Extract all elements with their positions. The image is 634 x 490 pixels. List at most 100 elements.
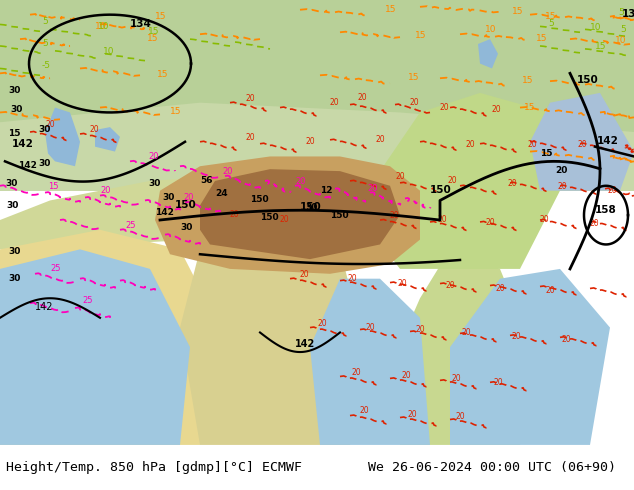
Polygon shape	[0, 0, 634, 132]
Text: 5: 5	[42, 39, 48, 48]
Text: 15: 15	[524, 102, 536, 112]
Text: 30: 30	[6, 201, 18, 210]
Text: 20: 20	[562, 335, 572, 344]
Text: 15: 15	[408, 73, 420, 82]
Text: 20: 20	[222, 167, 233, 176]
Text: 20: 20	[415, 325, 425, 335]
Text: 158: 158	[595, 205, 617, 215]
Text: 5: 5	[548, 20, 553, 28]
Text: 25: 25	[50, 264, 60, 273]
Text: 20: 20	[555, 166, 567, 175]
Text: 20: 20	[360, 406, 370, 415]
Polygon shape	[390, 249, 540, 445]
Polygon shape	[370, 93, 560, 269]
Text: 15: 15	[170, 107, 181, 117]
Text: 20: 20	[183, 194, 193, 202]
Text: 20: 20	[230, 210, 240, 219]
Text: 10: 10	[95, 23, 107, 31]
Text: 20: 20	[398, 278, 408, 288]
Text: 30: 30	[180, 223, 192, 232]
Text: 20: 20	[245, 133, 255, 142]
Text: 20: 20	[492, 105, 501, 115]
Text: 10: 10	[615, 36, 626, 45]
Text: 142: 142	[155, 208, 174, 217]
Polygon shape	[45, 108, 80, 166]
Text: 5: 5	[620, 25, 626, 34]
Text: -5: -5	[42, 61, 51, 71]
Text: 15: 15	[148, 27, 160, 36]
Text: 20: 20	[577, 140, 586, 148]
Text: 20: 20	[358, 93, 368, 102]
Polygon shape	[0, 230, 220, 445]
Text: 15: 15	[545, 12, 557, 21]
Text: 15: 15	[385, 5, 396, 14]
Text: 20: 20	[45, 120, 55, 129]
Text: 20: 20	[295, 177, 306, 186]
Polygon shape	[478, 39, 498, 69]
Text: 20: 20	[465, 140, 475, 148]
Text: 15: 15	[48, 182, 58, 191]
Polygon shape	[530, 93, 634, 191]
Text: 150: 150	[300, 202, 321, 212]
Text: 30: 30	[5, 179, 17, 188]
Text: 20: 20	[527, 140, 536, 148]
Text: 15: 15	[512, 7, 524, 16]
Text: 10: 10	[103, 47, 115, 56]
Polygon shape	[180, 171, 370, 445]
Polygon shape	[25, 279, 90, 367]
Text: 10: 10	[98, 23, 110, 31]
Text: 142: 142	[35, 302, 53, 312]
Text: 20: 20	[402, 371, 411, 380]
Polygon shape	[0, 0, 634, 191]
Text: 30: 30	[162, 194, 174, 202]
Text: 20: 20	[148, 152, 158, 161]
Text: 15: 15	[540, 149, 552, 158]
Text: 12: 12	[320, 186, 332, 195]
Text: 20: 20	[318, 318, 328, 328]
Text: 30: 30	[305, 203, 318, 212]
Text: 30: 30	[8, 273, 20, 283]
Text: 20: 20	[305, 137, 314, 146]
Text: 142: 142	[12, 139, 34, 148]
Text: 20: 20	[608, 186, 618, 195]
Text: 20: 20	[375, 135, 385, 144]
Text: 142: 142	[295, 339, 315, 349]
Text: 150: 150	[260, 213, 278, 222]
Text: 20: 20	[330, 98, 340, 107]
Text: 20: 20	[540, 215, 550, 224]
Text: 150: 150	[175, 200, 197, 210]
Text: 30: 30	[8, 86, 20, 95]
Text: 15: 15	[595, 42, 607, 51]
Text: 20: 20	[495, 284, 505, 294]
Text: 20: 20	[395, 172, 404, 181]
Text: 20: 20	[545, 286, 555, 295]
Text: 134: 134	[130, 20, 152, 29]
Text: 20: 20	[440, 102, 450, 112]
Text: 20: 20	[348, 273, 358, 283]
Text: 20: 20	[90, 125, 100, 134]
Text: 5: 5	[42, 18, 48, 26]
Text: 15: 15	[522, 76, 533, 85]
Text: 20: 20	[245, 94, 255, 103]
Text: 5: 5	[618, 8, 624, 17]
Text: 20: 20	[300, 270, 309, 279]
Text: 15: 15	[415, 31, 427, 40]
Text: 134: 134	[622, 9, 634, 19]
Text: We 26-06-2024 00:00 UTC (06+90): We 26-06-2024 00:00 UTC (06+90)	[368, 461, 616, 474]
Text: 15: 15	[147, 34, 158, 43]
Text: 20: 20	[365, 322, 375, 332]
Text: 30: 30	[148, 179, 160, 188]
Text: 20: 20	[493, 378, 503, 387]
Text: 20: 20	[451, 374, 461, 383]
Text: 20: 20	[352, 368, 361, 376]
Text: 20: 20	[590, 219, 600, 228]
Text: 30: 30	[10, 105, 22, 115]
Text: 10: 10	[590, 24, 602, 32]
Polygon shape	[450, 269, 610, 445]
Text: 20: 20	[100, 186, 110, 195]
Text: 20: 20	[455, 413, 465, 421]
Text: 25: 25	[125, 221, 136, 230]
Text: 20: 20	[280, 215, 290, 224]
Text: 20: 20	[485, 218, 495, 227]
Text: 20: 20	[448, 176, 458, 185]
